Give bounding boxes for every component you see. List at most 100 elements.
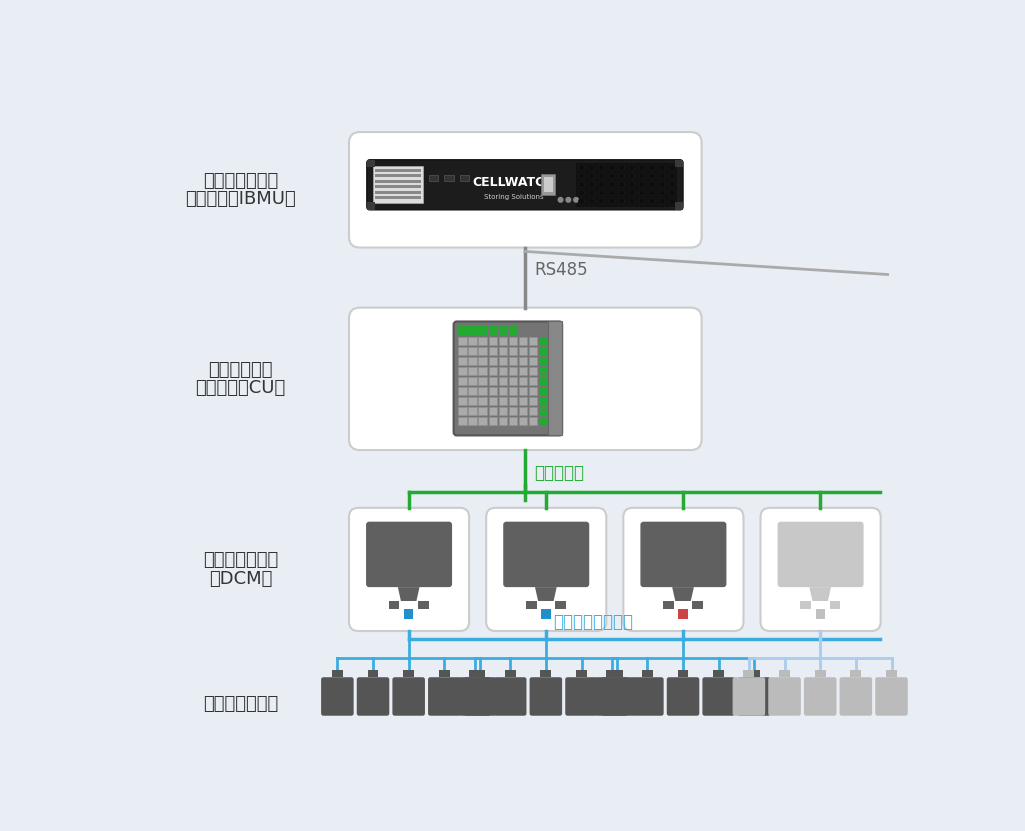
- Circle shape: [620, 199, 624, 204]
- Bar: [529, 397, 537, 406]
- Circle shape: [659, 173, 665, 179]
- Text: Storing Solutions: Storing Solutions: [484, 194, 544, 199]
- Circle shape: [640, 183, 644, 186]
- Circle shape: [588, 165, 594, 170]
- Bar: [519, 356, 527, 366]
- Circle shape: [649, 190, 655, 195]
- Bar: [541, 608, 550, 619]
- FancyBboxPatch shape: [738, 677, 771, 715]
- Bar: [498, 347, 507, 356]
- Bar: [458, 407, 466, 416]
- Text: バッテリー監視: バッテリー監視: [203, 171, 278, 189]
- Bar: [479, 347, 487, 356]
- Circle shape: [640, 174, 644, 178]
- Circle shape: [659, 182, 665, 187]
- Bar: [468, 337, 477, 346]
- Circle shape: [650, 165, 654, 170]
- Circle shape: [629, 173, 634, 179]
- Circle shape: [620, 183, 624, 186]
- Circle shape: [660, 199, 664, 204]
- Bar: [367, 202, 374, 210]
- FancyBboxPatch shape: [503, 522, 589, 588]
- Bar: [479, 325, 487, 335]
- Bar: [458, 417, 466, 425]
- Bar: [540, 367, 548, 376]
- Bar: [540, 337, 548, 346]
- Circle shape: [640, 182, 645, 187]
- Bar: [576, 163, 676, 207]
- Circle shape: [670, 183, 674, 186]
- Circle shape: [610, 174, 614, 178]
- Bar: [489, 337, 497, 346]
- FancyBboxPatch shape: [530, 677, 562, 715]
- Circle shape: [599, 182, 605, 187]
- Bar: [479, 377, 487, 386]
- Bar: [489, 367, 497, 376]
- Text: センサーケーブル: センサーケーブル: [554, 613, 633, 631]
- Circle shape: [630, 174, 633, 178]
- Circle shape: [660, 174, 664, 178]
- Circle shape: [640, 190, 645, 195]
- Bar: [374, 185, 421, 189]
- Bar: [540, 347, 548, 356]
- Bar: [529, 367, 537, 376]
- Bar: [526, 601, 536, 608]
- Bar: [489, 387, 497, 396]
- Bar: [663, 601, 673, 608]
- Circle shape: [588, 199, 594, 204]
- Text: ユニット（IBMU）: ユニット（IBMU）: [186, 190, 296, 208]
- Circle shape: [579, 182, 584, 187]
- Bar: [439, 670, 450, 677]
- Circle shape: [609, 199, 614, 204]
- Circle shape: [640, 165, 644, 170]
- Circle shape: [610, 183, 614, 186]
- Bar: [374, 196, 421, 199]
- FancyBboxPatch shape: [366, 522, 452, 588]
- Bar: [468, 367, 477, 376]
- Bar: [458, 367, 466, 376]
- Bar: [479, 417, 487, 425]
- Bar: [479, 387, 487, 396]
- Bar: [743, 670, 754, 677]
- FancyBboxPatch shape: [804, 677, 836, 715]
- Bar: [458, 337, 466, 346]
- Bar: [529, 407, 537, 416]
- Circle shape: [649, 199, 655, 204]
- Circle shape: [600, 165, 604, 170]
- FancyBboxPatch shape: [428, 677, 460, 715]
- Circle shape: [588, 182, 594, 187]
- Circle shape: [640, 199, 645, 204]
- Bar: [489, 407, 497, 416]
- Bar: [508, 407, 518, 416]
- Bar: [498, 397, 507, 406]
- FancyBboxPatch shape: [321, 677, 354, 715]
- Bar: [498, 377, 507, 386]
- Bar: [373, 166, 423, 203]
- FancyBboxPatch shape: [463, 677, 496, 715]
- FancyBboxPatch shape: [367, 160, 683, 210]
- Circle shape: [640, 191, 644, 194]
- FancyBboxPatch shape: [357, 677, 390, 715]
- FancyBboxPatch shape: [769, 677, 801, 715]
- Circle shape: [660, 191, 664, 194]
- Bar: [468, 397, 477, 406]
- Text: バッテリーセル: バッテリーセル: [203, 696, 278, 713]
- Polygon shape: [398, 588, 419, 601]
- Bar: [519, 387, 527, 396]
- Circle shape: [669, 199, 674, 204]
- Bar: [678, 670, 689, 677]
- Bar: [468, 377, 477, 386]
- Text: データ集積装置: データ集積装置: [203, 551, 278, 569]
- Bar: [498, 337, 507, 346]
- Text: CELLWATCH: CELLWATCH: [473, 176, 556, 189]
- Circle shape: [599, 190, 605, 195]
- Bar: [367, 160, 374, 168]
- Circle shape: [670, 191, 674, 194]
- Bar: [692, 601, 703, 608]
- FancyBboxPatch shape: [778, 522, 864, 588]
- Circle shape: [599, 199, 605, 204]
- Bar: [489, 377, 497, 386]
- FancyBboxPatch shape: [458, 677, 491, 715]
- Bar: [675, 202, 683, 210]
- Circle shape: [640, 173, 645, 179]
